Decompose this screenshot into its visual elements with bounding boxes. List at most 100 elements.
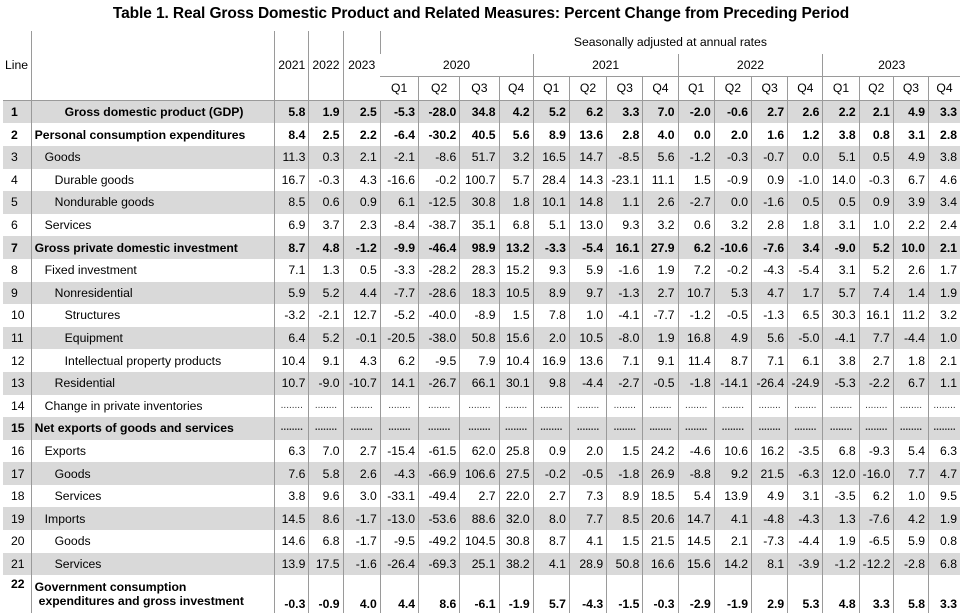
empty-value-cell: ........ xyxy=(459,417,499,440)
value-cell: 5.9 xyxy=(892,530,929,553)
value-cell: -2.0 xyxy=(677,100,715,124)
value-cell: 27.9 xyxy=(642,236,679,259)
value-cell: 4.0 xyxy=(342,575,381,613)
row-line-number: 19 xyxy=(3,507,32,531)
value-cell: -3.3 xyxy=(532,236,570,259)
empty-value-cell: ........ xyxy=(677,417,715,440)
value-cell: 98.9 xyxy=(459,236,499,259)
value-cell: 9.5 xyxy=(928,484,960,508)
value-cell: -28.6 xyxy=(418,281,460,305)
value-cell: 11.4 xyxy=(677,349,715,372)
value-cell: -24.9 xyxy=(787,371,823,395)
value-cell: 2.5 xyxy=(308,123,344,146)
value-cell: 4.6 xyxy=(928,168,960,192)
table-row: 15 Net exports of goods and services.....… xyxy=(3,417,960,440)
value-cell: 18.3 xyxy=(459,281,499,305)
value-cell: 1.5 xyxy=(606,530,643,553)
value-cell: 16.5 xyxy=(532,145,570,169)
value-cell: 3.4 xyxy=(928,191,960,214)
value-cell: 6.8 xyxy=(498,213,534,237)
value-cell: 4.7 xyxy=(928,462,960,485)
table-row: 12 Intellectual property products 10.4 9.1 4… xyxy=(3,349,960,372)
row-label: Personal consumption expenditures xyxy=(30,123,275,146)
value-cell: -7.7 xyxy=(379,281,419,305)
value-cell: 5.9 xyxy=(274,281,309,305)
empty-value-cell: ........ xyxy=(892,417,929,440)
value-cell: 6.5 xyxy=(787,304,823,327)
empty-value-cell: ........ xyxy=(787,394,823,418)
value-cell: -1.7 xyxy=(342,530,381,553)
row-line-number: 13 xyxy=(3,371,32,395)
value-cell: 14.5 xyxy=(677,530,715,553)
value-cell: 2.8 xyxy=(750,213,788,237)
value-cell: 0.9 xyxy=(858,191,894,214)
value-cell: -5.4 xyxy=(568,236,607,259)
value-cell: 4.3 xyxy=(342,168,381,192)
value-cell: -7.6 xyxy=(858,507,894,531)
quarter-header: Q2 xyxy=(418,76,460,101)
value-cell: -9.5 xyxy=(418,349,460,372)
empty-value-cell: ........ xyxy=(498,394,534,418)
value-cell: 11.3 xyxy=(274,145,309,169)
row-label: Nondurable goods xyxy=(30,191,275,214)
empty-value-cell: ........ xyxy=(568,417,607,440)
value-cell: 1.0 xyxy=(892,484,929,508)
value-cell: 12.0 xyxy=(822,462,860,485)
value-cell: -1.9 xyxy=(713,575,752,613)
value-cell: 4.9 xyxy=(892,145,929,169)
value-cell: -3.5 xyxy=(787,439,823,463)
empty-value-cell: ........ xyxy=(532,394,570,418)
value-cell: -1.8 xyxy=(677,371,715,395)
value-cell: 8.6 xyxy=(308,507,344,531)
value-cell: 8.7 xyxy=(532,530,570,553)
table-row: 11 Equipment 6.4 5.2 -0.1 -20.5 -38.0 50.8 15.6 2… xyxy=(3,326,960,350)
gdp-table: Line 2021 2022 2023 Seasonally adjusted at a… xyxy=(3,31,960,613)
value-cell: 5.2 xyxy=(532,100,570,124)
value-cell: 7.9 xyxy=(459,349,499,372)
value-cell: 8.7 xyxy=(274,236,309,259)
empty-value-cell: ........ xyxy=(532,417,570,440)
value-cell: 10.4 xyxy=(274,349,309,372)
value-cell: 6.1 xyxy=(379,191,419,214)
value-cell: 3.1 xyxy=(892,123,929,146)
value-cell: -5.0 xyxy=(787,326,823,350)
annual-year-header: 2022 xyxy=(308,31,344,101)
value-cell: -38.0 xyxy=(418,326,460,350)
value-cell: -3.3 xyxy=(379,258,419,282)
value-cell: 1.9 xyxy=(642,326,679,350)
quarter-header: Q4 xyxy=(498,76,534,101)
value-cell: -26.7 xyxy=(418,371,460,395)
value-cell: 8.7 xyxy=(713,349,752,372)
value-cell: 7.0 xyxy=(308,439,344,463)
row-label: Goods xyxy=(30,530,275,553)
value-cell: 1.9 xyxy=(928,281,960,305)
value-cell: 1.8 xyxy=(498,191,534,214)
value-cell: -5.4 xyxy=(787,258,823,282)
value-cell: -13.0 xyxy=(379,507,419,531)
empty-value-cell: ........ xyxy=(858,394,894,418)
value-cell: 4.9 xyxy=(892,100,929,124)
quarter-header: Q3 xyxy=(459,76,499,101)
value-cell: -0.1 xyxy=(342,326,381,350)
value-cell: 38.2 xyxy=(498,552,534,576)
value-cell: 5.9 xyxy=(568,258,607,282)
value-cell: -8.6 xyxy=(418,145,460,169)
value-cell: -69.3 xyxy=(418,552,460,576)
value-cell: 14.6 xyxy=(274,530,309,553)
value-cell: 0.6 xyxy=(308,191,344,214)
row-label: Services xyxy=(30,484,275,508)
value-cell: 1.2 xyxy=(787,123,823,146)
value-cell: -0.6 xyxy=(713,100,752,124)
value-cell: 28.9 xyxy=(568,552,607,576)
value-cell: 15.2 xyxy=(498,258,534,282)
value-cell: 7.0 xyxy=(642,100,679,124)
empty-value-cell: ........ xyxy=(379,394,419,418)
value-cell: 20.6 xyxy=(642,507,679,531)
value-cell: -5.3 xyxy=(379,100,419,124)
value-cell: 106.6 xyxy=(459,462,499,485)
value-cell: 3.1 xyxy=(822,213,860,237)
value-cell: 18.5 xyxy=(642,484,679,508)
value-cell: 1.9 xyxy=(822,530,860,553)
quarter-year-header: 2022 xyxy=(677,53,823,78)
table-row: 10 Structures -3.2 -2.1 12.7 -5.2 -40.0 -8.9 1.5… xyxy=(3,304,960,327)
